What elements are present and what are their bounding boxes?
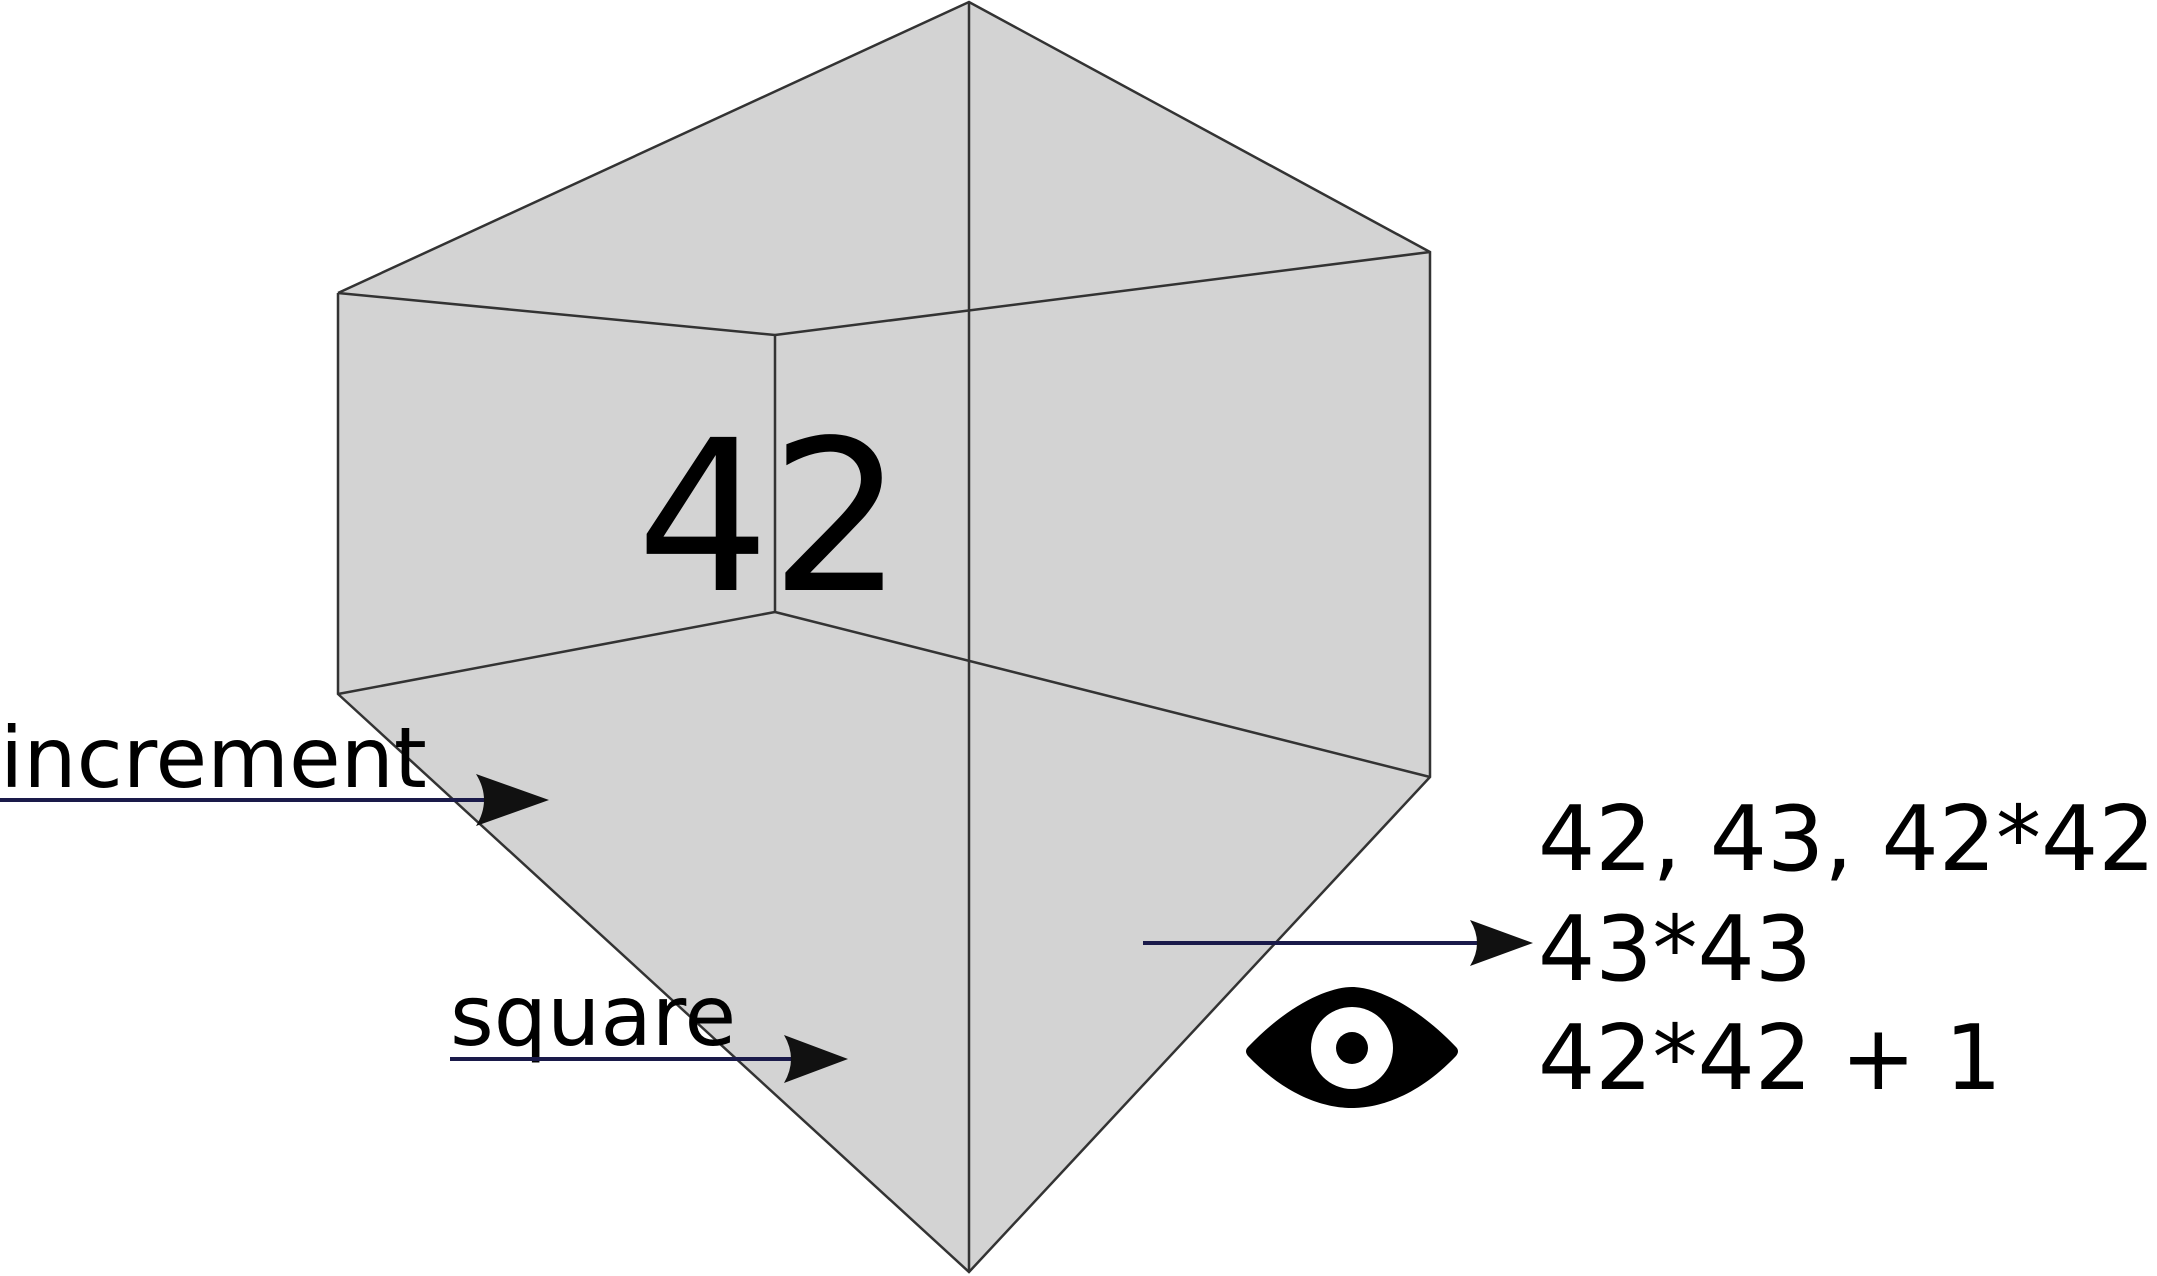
box-edge-bottom-right xyxy=(774,610,1431,779)
square-arrow-head xyxy=(784,1035,848,1083)
box-edge-bottom-left xyxy=(337,610,776,696)
input-increment: increment xyxy=(0,709,549,826)
input-label-square: square xyxy=(450,967,736,1065)
box-shape xyxy=(336,0,1432,1274)
eye-icon xyxy=(1246,987,1458,1108)
box-edge-top-left xyxy=(337,291,776,337)
output-line-3: 42*42 + 1 xyxy=(1538,1006,2002,1111)
output-arrow xyxy=(1143,920,1533,966)
increment-arrow-head xyxy=(476,774,549,826)
input-label-increment: increment xyxy=(0,709,427,807)
output-values: 42, 43, 42*42 43*43 42*42 + 1 xyxy=(1538,787,2156,1111)
output-line-1: 42, 43, 42*42 xyxy=(1538,787,2156,892)
input-square: square xyxy=(450,967,848,1083)
box-edge-top-right xyxy=(774,250,1431,337)
box-value: 42 xyxy=(636,395,903,640)
eye-icon-pupil xyxy=(1336,1032,1368,1064)
output-line-2: 43*43 xyxy=(1538,897,1812,1002)
output-arrow-head xyxy=(1470,920,1533,966)
